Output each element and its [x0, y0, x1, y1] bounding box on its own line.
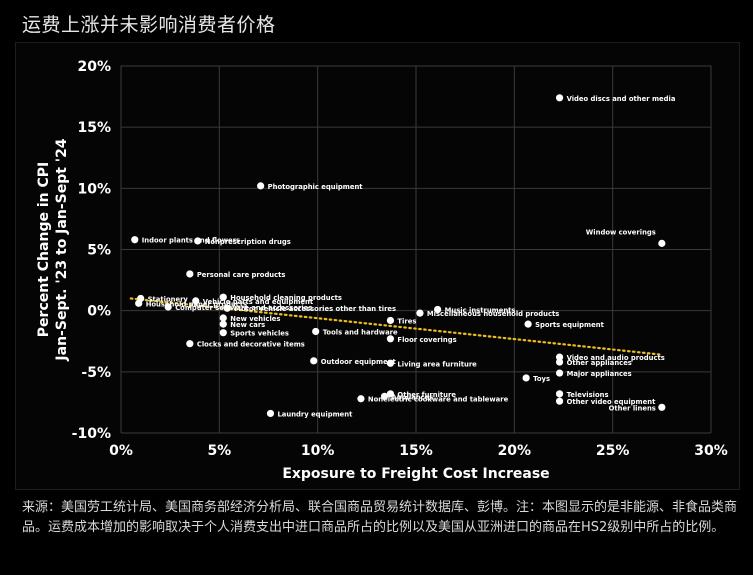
point-label: Outdoor equipment: [321, 358, 397, 366]
data-point: [434, 305, 442, 314]
point-label: Video and audio products: [567, 354, 665, 362]
data-point: [522, 374, 530, 382]
data-point: [219, 329, 227, 337]
y-tick-label: -10%: [72, 426, 111, 442]
data-point: [555, 369, 564, 377]
point-label: Photographic equipment: [268, 183, 364, 191]
y-tick-label: -5%: [81, 365, 111, 381]
point-label: Appliances: [392, 393, 434, 401]
data-point: [310, 357, 318, 365]
point-label: Laundry equipment: [277, 410, 353, 418]
point-label: Tires: [397, 317, 416, 325]
data-point: [386, 335, 395, 343]
point-label: Other linens: [609, 404, 656, 412]
point-label: Tools and hardware: [323, 328, 398, 336]
y-tick-label: 10%: [77, 181, 111, 197]
chart-panel: 0% 5% 10% 15% 20% 25% 30% 20% 15% 10% 5% 0% -5% -10% …: [15, 42, 740, 490]
x-tick-label: 25%: [596, 443, 630, 459]
point-label: Miscellaneous household products: [427, 310, 559, 318]
point-label: Computer software and accessories: [175, 304, 312, 312]
x-tick-label: 10%: [301, 443, 335, 459]
point-label: Stationery: [148, 295, 189, 303]
point-label: Sports equipment: [535, 321, 604, 329]
data-point: [658, 239, 666, 247]
axes: 0% 5% 10% 15% 20% 25% 30% 20% 15% 10% 5% 0% -5% -10%: [72, 59, 728, 459]
point-label: Vehicle parts and equipment: [203, 298, 314, 306]
point-label: Motor vehicle accessories other than tir…: [234, 305, 396, 313]
grid-lines: [120, 65, 712, 434]
point-label: Music instruments: [445, 306, 516, 314]
point-label: Major appliances: [567, 370, 632, 378]
data-point: [223, 304, 231, 312]
data-point: [135, 299, 143, 307]
point-label: Household cleaning products: [230, 294, 342, 302]
point-label: Indoor plants and flowers: [142, 237, 240, 245]
data-point: [219, 314, 227, 322]
data-point: [524, 320, 532, 328]
trend-line: [129, 297, 663, 356]
data-point: [555, 358, 564, 366]
data-point: [555, 94, 564, 102]
point-label: Sports vehicles: [230, 330, 289, 338]
data-point: [386, 316, 395, 325]
data-point: [555, 397, 564, 405]
x-tick-label: 15%: [399, 443, 433, 459]
point-label: Nonelectric cookware and tableware: [368, 396, 509, 404]
point-label: Nonprescription drugs: [205, 238, 291, 246]
data-point: [386, 390, 395, 398]
data-point: [555, 390, 564, 398]
point-label: Other video equipment: [567, 398, 657, 406]
point-label: New cars: [230, 321, 265, 329]
y-tick-label: 20%: [77, 59, 111, 75]
point-label: Other furniture: [397, 391, 456, 399]
y-tick-label: 0%: [87, 304, 111, 320]
data-point: [357, 395, 365, 403]
point-label: Toys: [533, 375, 550, 383]
y-axis-label-line2: Jan-Sept. '23 to Jan-Sept '24: [54, 138, 70, 361]
point-label: Personal care products: [197, 271, 286, 279]
point-labels: Video discs and other media Photographic …: [142, 95, 676, 419]
point-label: New vehicles: [230, 315, 280, 323]
source-note: 来源：美国劳工统计局、美国商务部经济分析局、联合国商品贸易统计数据库、彭博。注：…: [22, 500, 738, 535]
point-label: Other appliances: [567, 359, 632, 367]
data-point: [186, 270, 194, 278]
x-axis-label: Exposure to Freight Cost Increase: [282, 466, 549, 482]
chart-title: 运费上涨并未影响消费者价格: [22, 14, 276, 36]
point-label: Household paper products: [146, 300, 247, 308]
point-label: Living area furniture: [397, 360, 477, 368]
y-axis-label-line1: Percent Change in CPI: [36, 162, 52, 337]
data-point: [219, 293, 227, 301]
point-label: Window coverings: [586, 228, 656, 236]
x-tick-label: 30%: [694, 443, 728, 459]
data-point: [219, 320, 227, 328]
data-point: [194, 237, 202, 245]
data-point: [386, 359, 395, 367]
x-tick-label: 0%: [109, 443, 133, 459]
y-tick-label: 15%: [77, 120, 111, 136]
data-points: [131, 94, 666, 418]
data-point: [266, 409, 275, 418]
scatter-chart: 0% 5% 10% 15% 20% 25% 30%20%15%10%5%0%-5%-10% …: [36, 59, 728, 482]
point-label: Clocks and decorative items: [197, 341, 305, 349]
data-point: [658, 403, 666, 411]
data-point: [186, 340, 194, 348]
data-point: [257, 182, 265, 190]
point-label: Floor coverings: [397, 336, 456, 344]
data-point: [380, 392, 389, 400]
data-point: [312, 327, 320, 336]
data-point: [416, 309, 424, 317]
x-tick-label: 20%: [498, 443, 532, 459]
data-point: [192, 297, 200, 305]
y-tick-label: 5%: [87, 243, 111, 259]
data-point: [131, 236, 139, 244]
point-label: Video discs and other media: [567, 95, 676, 103]
point-label: Televisions: [567, 391, 609, 399]
data-point: [164, 303, 172, 311]
x-tick-label: 5%: [207, 443, 231, 459]
